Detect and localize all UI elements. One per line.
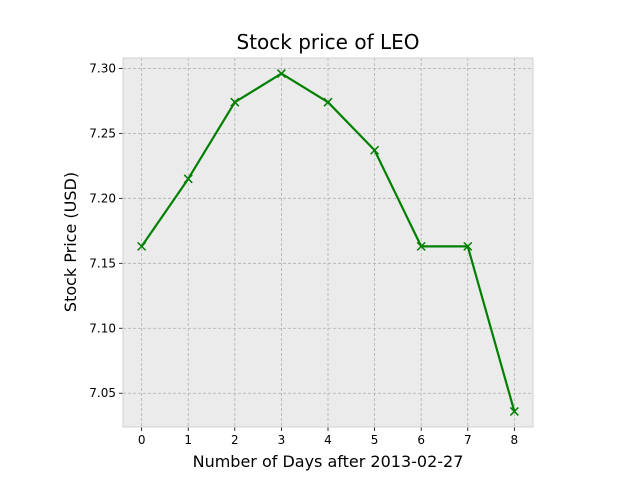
x-tick-label: 2 xyxy=(231,433,239,447)
data-point xyxy=(183,174,193,184)
x-tick-label: 7 xyxy=(464,433,472,447)
data-point-stroke xyxy=(183,174,193,184)
data-point-stroke xyxy=(323,97,333,107)
y-tick-label: 7.15 xyxy=(89,256,116,270)
data-point xyxy=(463,241,473,251)
ticks: 0 1 2 3 4 5 6 7 8 7.05 7.10 7.15 7.20 7.25 7.30 xyxy=(89,61,518,447)
y-tick-label: 7.30 xyxy=(89,61,116,75)
data-point-stroke xyxy=(276,69,286,79)
x-tick-label: 0 xyxy=(138,433,146,447)
data-point-stroke xyxy=(416,241,426,251)
x-tick-label: 1 xyxy=(184,433,192,447)
data-point xyxy=(276,69,286,79)
grid xyxy=(123,58,533,427)
data-point xyxy=(509,406,519,416)
x-tick-label: 6 xyxy=(417,433,425,447)
x-axis-label: Number of Days after 2013-02-27 xyxy=(193,452,464,471)
y-tick-label: 7.10 xyxy=(89,321,116,335)
data-point-stroke xyxy=(509,406,519,416)
data-point-stroke xyxy=(137,241,147,251)
data-point xyxy=(230,97,240,107)
data-point xyxy=(416,241,426,251)
plot-frame xyxy=(122,57,534,428)
y-tick-label: 7.05 xyxy=(89,386,116,400)
x-tick-label: 3 xyxy=(278,433,286,447)
data-point-stroke xyxy=(230,97,240,107)
y-tick-label: 7.20 xyxy=(89,191,116,205)
data-point xyxy=(370,145,380,155)
data-point xyxy=(137,241,147,251)
chart-title: Stock price of LEO xyxy=(237,30,420,54)
y-axis-label: Stock Price (USD) xyxy=(61,172,80,312)
data-point-stroke xyxy=(463,241,473,251)
y-tick-label: 7.25 xyxy=(89,126,116,140)
data-point-stroke xyxy=(370,145,380,155)
data-point xyxy=(323,97,333,107)
x-tick-label: 5 xyxy=(371,433,379,447)
x-tick-label: 4 xyxy=(324,433,332,447)
x-tick-label: 8 xyxy=(511,433,519,447)
series xyxy=(137,69,519,416)
